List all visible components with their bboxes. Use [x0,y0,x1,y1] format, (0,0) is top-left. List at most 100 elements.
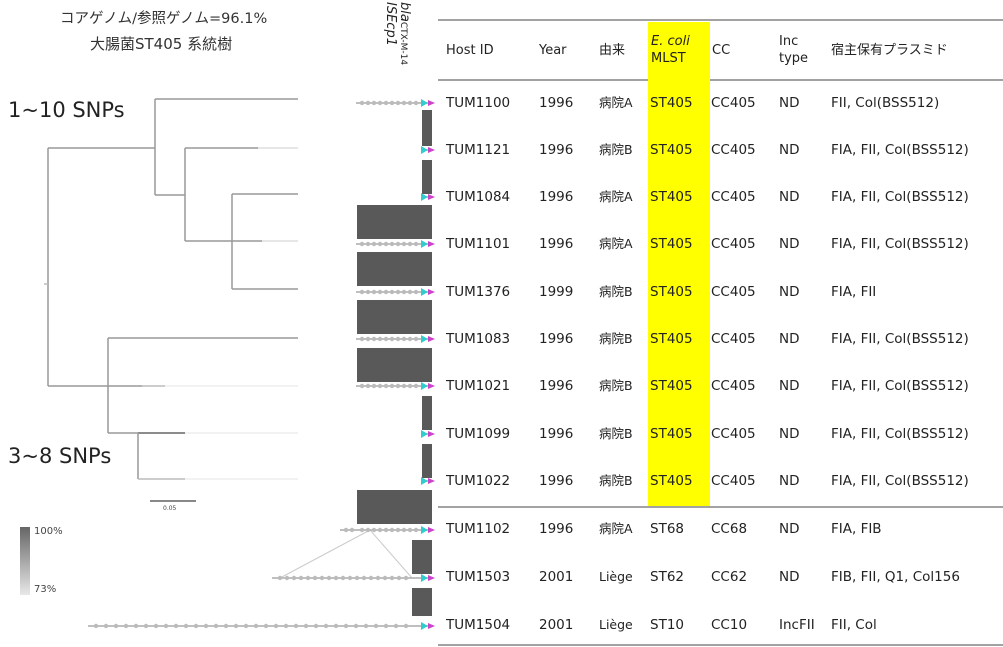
cell-cc: CC405 [711,189,756,205]
cell-origin: 病院B [599,426,633,441]
cell-cc: CC405 [711,95,756,111]
cell-origin: 病院A [599,189,633,204]
cell-plasmids: FIA, FII, Col(BSS512) [831,331,969,347]
cell-inc-type: ND [779,569,800,585]
cell-inc-type: ND [779,378,800,394]
cell-host-id: TUM1083 [446,331,511,347]
cell-host-id: TUM1503 [446,569,511,585]
cell-year: 1999 [539,284,574,300]
cell-inc-type: ND [779,473,800,489]
cell-host-id: TUM1021 [446,378,511,394]
cell-mlst: ST68 [650,521,684,537]
cell-plasmids: FIA, FII, Col(BSS512) [831,473,969,489]
cell-mlst: ST405 [650,284,693,300]
col-cc: CC [712,43,731,58]
cell-inc-type: ND [779,331,800,347]
cell-cc: CC10 [711,617,748,633]
identity-gradient [20,527,30,595]
plasmid-tracks [88,99,435,630]
cell-year: 1996 [539,426,574,442]
bla-sub: CTX-M-14 [398,21,408,66]
snp-label-top: 1~10 SNPs [8,98,125,122]
cell-origin: 病院A [599,95,633,110]
cell-origin: 病院B [599,473,633,488]
cell-year: 1996 [539,95,574,111]
cell-cc: CC68 [711,521,748,537]
cell-plasmids: FIB, FII, Q1, Col156 [831,569,960,585]
cell-origin: Liège [599,569,633,584]
cell-origin: Liège [599,617,633,632]
cell-host-id: TUM1504 [446,617,511,633]
cell-origin: 病院A [599,521,633,536]
cell-plasmids: FIA, FII, Col(BSS512) [831,142,969,158]
cell-inc-type: ND [779,236,800,252]
cell-host-id: TUM1022 [446,473,511,489]
cell-year: 2001 [539,617,574,633]
cell-plasmids: FIA, FII, Col(BSS512) [831,426,969,442]
phylogenetic-tree [44,98,298,502]
cell-inc-type: ND [779,189,800,205]
cell-mlst: ST405 [650,473,693,489]
cell-year: 1996 [539,189,574,205]
cell-plasmids: FII, Col(BSS512) [831,95,940,111]
cell-host-id: TUM1376 [446,284,511,300]
snp-label-bottom: 3~8 SNPs [8,444,112,468]
col-year: Year [539,43,567,58]
cell-host-id: TUM1121 [446,142,511,158]
bla-prefix: bla [397,2,412,22]
col-host-id: Host ID [446,43,494,58]
cell-plasmids: FIA, FII, Col(BSS512) [831,189,969,205]
cell-cc: CC405 [711,284,756,300]
cell-host-id: TUM1101 [446,236,511,252]
cell-host-id: TUM1100 [446,95,511,111]
cell-plasmids: FIA, FIB [831,521,882,537]
cell-year: 1996 [539,378,574,394]
cell-mlst: ST62 [650,569,684,585]
cell-inc-type: IncFII [779,617,815,633]
cell-inc-type: ND [779,426,800,442]
gene-label-isecp1: ISEcp1 [383,2,398,46]
col-origin: 由来 [599,43,626,58]
mlst-highlight [648,22,710,506]
cell-year: 2001 [539,569,574,585]
cell-origin: 病院B [599,284,633,299]
cell-inc-type: ND [779,95,800,111]
cell-cc: CC62 [711,569,748,585]
title-core-genome: コアゲノム/参照ゲノム=96.1% [60,11,268,27]
col-mlst-1: E. coli [651,34,690,49]
cell-year: 1996 [539,142,574,158]
cell-cc: CC405 [711,236,756,252]
cell-mlst: ST10 [650,617,684,633]
cell-origin: 病院B [599,142,633,157]
cell-mlst: ST405 [650,426,693,442]
cell-mlst: ST405 [650,95,693,111]
cell-cc: CC405 [711,473,756,489]
cell-host-id: TUM1084 [446,189,511,205]
cell-year: 1996 [539,331,574,347]
col-inc-1: Inc [779,34,799,49]
cell-inc-type: ND [779,284,800,300]
cell-cc: CC405 [711,426,756,442]
cell-plasmids: FIA, FII, Col(BSS512) [831,378,969,394]
title-tree: 大腸菌ST405 系統樹 [90,35,233,53]
cell-plasmids: FII, Col [831,617,877,633]
cell-cc: CC405 [711,378,756,394]
cell-mlst: ST405 [650,189,693,205]
col-inc-2: type [779,51,809,66]
identity-min-label: 73% [34,584,57,595]
cell-host-id: TUM1102 [446,521,511,537]
cell-mlst: ST405 [650,378,693,394]
cell-mlst: ST405 [650,236,693,252]
col-plasmids: 宿主保有プラスミド [831,43,948,58]
cell-mlst: ST405 [650,142,693,158]
cell-year: 1996 [539,473,574,489]
cell-origin: 病院B [599,331,633,346]
cell-cc: CC405 [711,331,756,347]
cell-host-id: TUM1099 [446,426,511,442]
cell-year: 1996 [539,521,574,537]
cell-cc: CC405 [711,142,756,158]
cell-plasmids: FIA, FII [831,284,877,300]
cell-inc-type: ND [779,142,800,158]
cell-inc-type: ND [779,521,800,537]
